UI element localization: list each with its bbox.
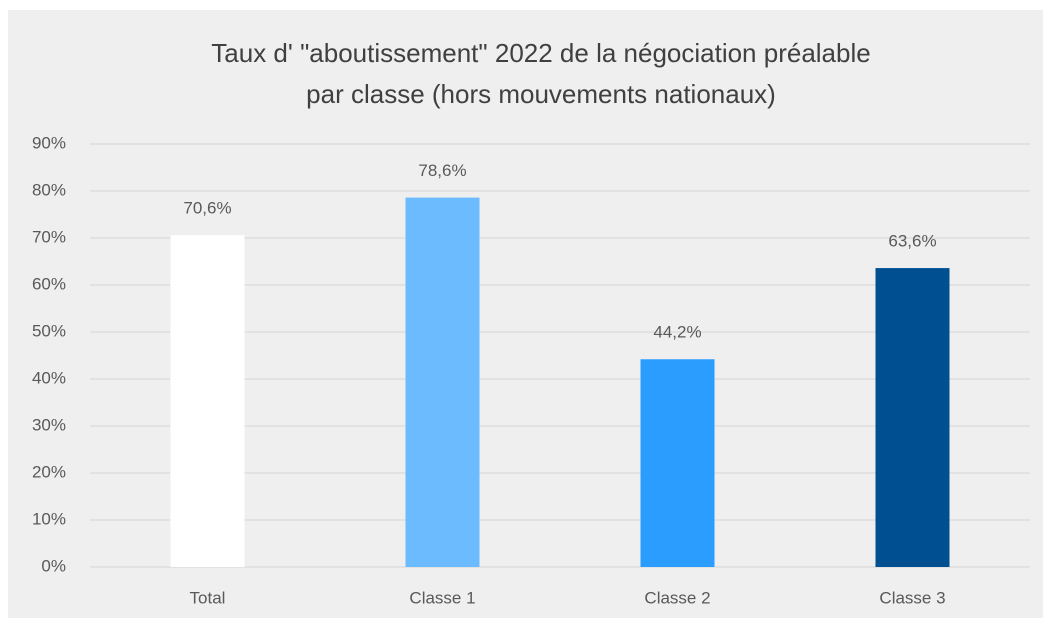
bar (640, 359, 715, 567)
bar (875, 268, 950, 567)
chart-title: Taux d' "aboutissement" 2022 de la négoc… (211, 38, 870, 68)
y-tick-label: 20% (32, 462, 66, 481)
y-tick-label: 70% (32, 227, 66, 246)
x-tick-label: Classe 3 (879, 588, 945, 607)
y-tick-label: 30% (32, 415, 66, 434)
y-tick-label: 10% (32, 509, 66, 528)
x-tick-label: Total (190, 588, 226, 607)
data-label: 44,2% (653, 323, 701, 342)
bar (405, 197, 480, 567)
y-tick-label: 60% (32, 274, 66, 293)
y-tick-label: 40% (32, 368, 66, 387)
data-label: 78,6% (418, 161, 466, 180)
x-tick-label: Classe 1 (409, 588, 475, 607)
data-label: 70,6% (183, 199, 231, 218)
y-tick-label: 80% (32, 180, 66, 199)
bar (170, 235, 245, 567)
y-tick-label: 90% (32, 133, 66, 152)
y-tick-label: 0% (41, 556, 66, 575)
chart-title: par classe (hors mouvements nationaux) (306, 79, 776, 109)
x-tick-label: Classe 2 (644, 588, 710, 607)
y-tick-label: 50% (32, 321, 66, 340)
data-label: 63,6% (888, 232, 936, 251)
